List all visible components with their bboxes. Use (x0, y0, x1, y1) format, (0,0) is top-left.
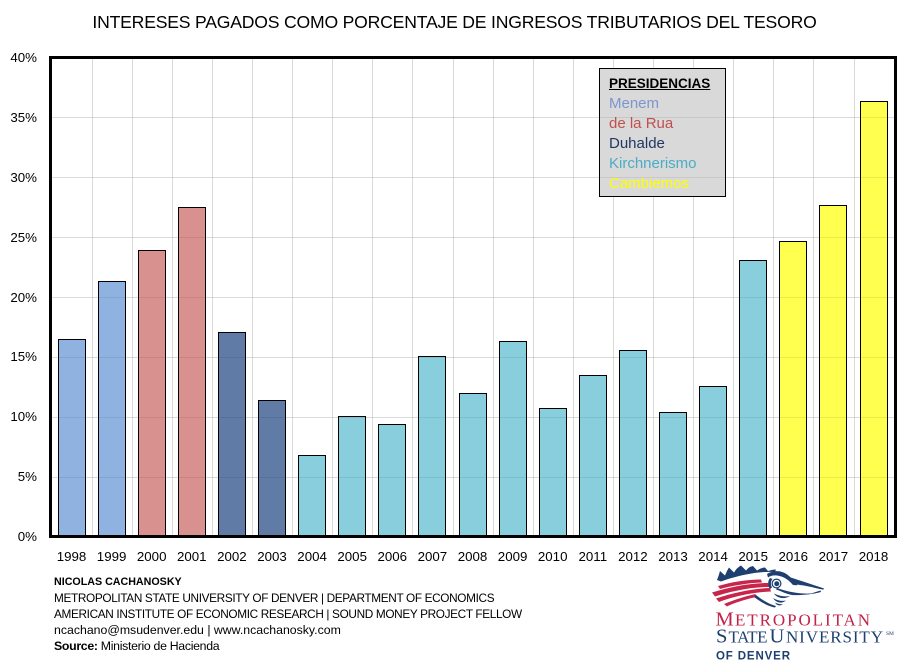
svg-text:OF DENVER: OF DENVER (716, 651, 791, 662)
svg-text:ETROPOLITAN: ETROPOLITAN (735, 611, 870, 630)
svg-text:M: M (716, 609, 734, 631)
svg-text:TATE: TATE (729, 628, 768, 647)
svg-text:SM: SM (886, 631, 894, 637)
svg-text:NIVERSITY: NIVERSITY (786, 628, 883, 647)
svg-text:S: S (716, 626, 727, 648)
svg-text:U: U (770, 626, 785, 648)
